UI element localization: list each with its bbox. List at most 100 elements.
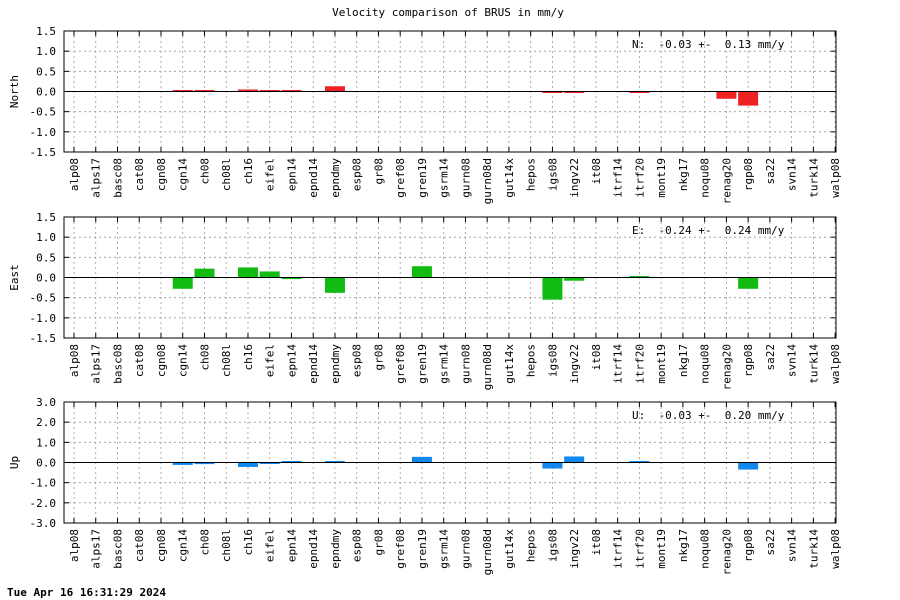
x-tick-label: itrf14 — [612, 158, 625, 198]
y-tick-label: 1.5 — [36, 25, 56, 38]
x-tick-label: ch08l — [220, 158, 233, 191]
x-tick-label: alps17 — [90, 529, 103, 569]
x-tick-label: rgp08 — [742, 344, 755, 377]
bar-igs08 — [542, 91, 563, 93]
x-tick-label: rgp08 — [742, 158, 755, 191]
x-tick-label: epn14 — [285, 529, 298, 562]
x-tick-label: alp08 — [68, 344, 81, 377]
x-tick-label: noqu08 — [699, 158, 712, 198]
bar-cgn14 — [172, 462, 193, 465]
chart-title: Velocity comparison of BRUS in mm/y — [332, 6, 564, 19]
x-tick-label: turk14 — [807, 529, 820, 569]
x-tick-label: gref08 — [394, 344, 407, 384]
x-tick-label: esp08 — [351, 529, 364, 562]
bar-eifel — [259, 462, 280, 464]
y-tick-label: 1.0 — [36, 231, 56, 244]
x-tick-label: cgn08 — [155, 158, 168, 191]
x-tick-label: eifel — [264, 344, 277, 377]
bar-ingv22 — [564, 456, 585, 463]
x-tick-label: gurn08 — [459, 158, 472, 198]
bar-cgn14 — [172, 277, 193, 289]
y-tick-label: 1.0 — [36, 436, 56, 449]
bar-rgp08 — [738, 277, 759, 289]
x-tick-label: ingv22 — [568, 529, 581, 569]
x-tick-label: esp08 — [351, 344, 364, 377]
x-tick-label: walp08 — [829, 529, 842, 569]
bar-itrf20 — [629, 461, 650, 463]
x-tick-label: cgn14 — [177, 158, 190, 191]
x-tick-label: itrf14 — [612, 344, 625, 384]
x-tick-label: gurn08d — [481, 344, 494, 390]
x-tick-label: gsrm14 — [438, 158, 451, 198]
panel-east: 1.5 1.0 0.5 0.0 -0.5 -1.0 -1.5 alp08 alps17 basc0… — [8, 211, 842, 390]
x-tick-label: gren19 — [416, 529, 429, 569]
x-tick-label: gurn08d — [481, 529, 494, 575]
bar-epndmy — [324, 461, 345, 463]
x-tick-label: ch16 — [242, 158, 255, 185]
bar-cgn14 — [172, 90, 193, 92]
x-tick-label: walp08 — [829, 158, 842, 198]
x-tick-label: rgp08 — [742, 529, 755, 562]
bar-gren19 — [411, 456, 432, 463]
x-tick-label: ingv22 — [568, 158, 581, 198]
x-tick-label: ch08 — [198, 344, 211, 371]
x-tick-label: gurn08d — [481, 158, 494, 204]
x-tick-label: gr08 — [372, 158, 385, 185]
bar-ingv22 — [564, 277, 585, 281]
x-tick-label: gref08 — [394, 158, 407, 198]
x-tick-label: gurn08 — [459, 344, 472, 384]
y-tick-label: -0.5 — [30, 292, 57, 305]
y-tick-label: -2.0 — [30, 497, 57, 510]
bar-eifel — [259, 271, 280, 278]
stat-label: E: -0.24 +- 0.24 mm/y — [632, 224, 785, 237]
x-tick-label: it08 — [590, 158, 603, 185]
x-tick-label: ingv22 — [568, 344, 581, 384]
x-tick-label: gsrm14 — [438, 344, 451, 384]
x-tick-label: igs08 — [546, 158, 559, 191]
x-tick-label: itrf14 — [612, 529, 625, 569]
x-tick-label: nkg17 — [677, 344, 690, 377]
y-tick-label: 0.0 — [36, 272, 56, 285]
x-tick-label: esp08 — [351, 158, 364, 191]
x-tick-label: eifel — [264, 158, 277, 191]
x-tick-label: alp08 — [68, 529, 81, 562]
bar-ch16 — [237, 267, 258, 278]
stat-label: N: -0.03 +- 0.13 mm/y — [632, 38, 785, 51]
x-tick-label: hepos — [525, 529, 538, 562]
bar-ch08 — [194, 268, 215, 278]
x-tick-label: epn14 — [285, 158, 298, 191]
panel-up: 3.0 2.0 1.0 0.0 -1.0 -2.0 -3.0 alp08 alps17 basc0… — [8, 396, 842, 575]
x-tick-label: epnd14 — [307, 158, 320, 198]
y-tick-label: -1.0 — [30, 312, 57, 325]
bar-epndmy — [324, 277, 345, 293]
y-tick-label: 0.0 — [36, 457, 56, 470]
x-tick-label: it08 — [590, 344, 603, 371]
x-tick-label: alps17 — [90, 158, 103, 198]
bar-rgp08 — [738, 91, 759, 106]
x-tick-label: gurn08 — [459, 529, 472, 569]
bar-itrf20 — [629, 91, 650, 93]
y-tick-label: -1.5 — [30, 146, 57, 159]
x-tick-label: nkg17 — [677, 529, 690, 562]
y-tick-label: -1.5 — [30, 332, 57, 345]
x-tick-label: hepos — [525, 344, 538, 377]
x-tick-label: svn14 — [786, 529, 799, 562]
x-tick-label: mont19 — [655, 158, 668, 198]
x-tick-label: gut14x — [503, 158, 516, 198]
x-tick-label: gr08 — [372, 529, 385, 556]
bar-epn14 — [281, 461, 302, 463]
x-tick-label: itrf20 — [633, 344, 646, 384]
y-tick-label: 0.5 — [36, 251, 56, 264]
x-tick-label: mont19 — [655, 344, 668, 384]
x-tick-label: cat08 — [133, 529, 146, 562]
bar-epn14 — [281, 277, 302, 280]
x-tick-label: svn14 — [786, 158, 799, 191]
x-tick-label: epnd14 — [307, 344, 320, 384]
x-tick-label: epn14 — [285, 344, 298, 377]
x-tick-label: cat08 — [133, 344, 146, 377]
x-tick-label: ch16 — [242, 529, 255, 556]
x-tick-label: svn14 — [786, 344, 799, 377]
x-tick-label: cat08 — [133, 158, 146, 191]
x-tick-label: basc08 — [111, 344, 124, 384]
x-tick-label: cgn08 — [155, 529, 168, 562]
